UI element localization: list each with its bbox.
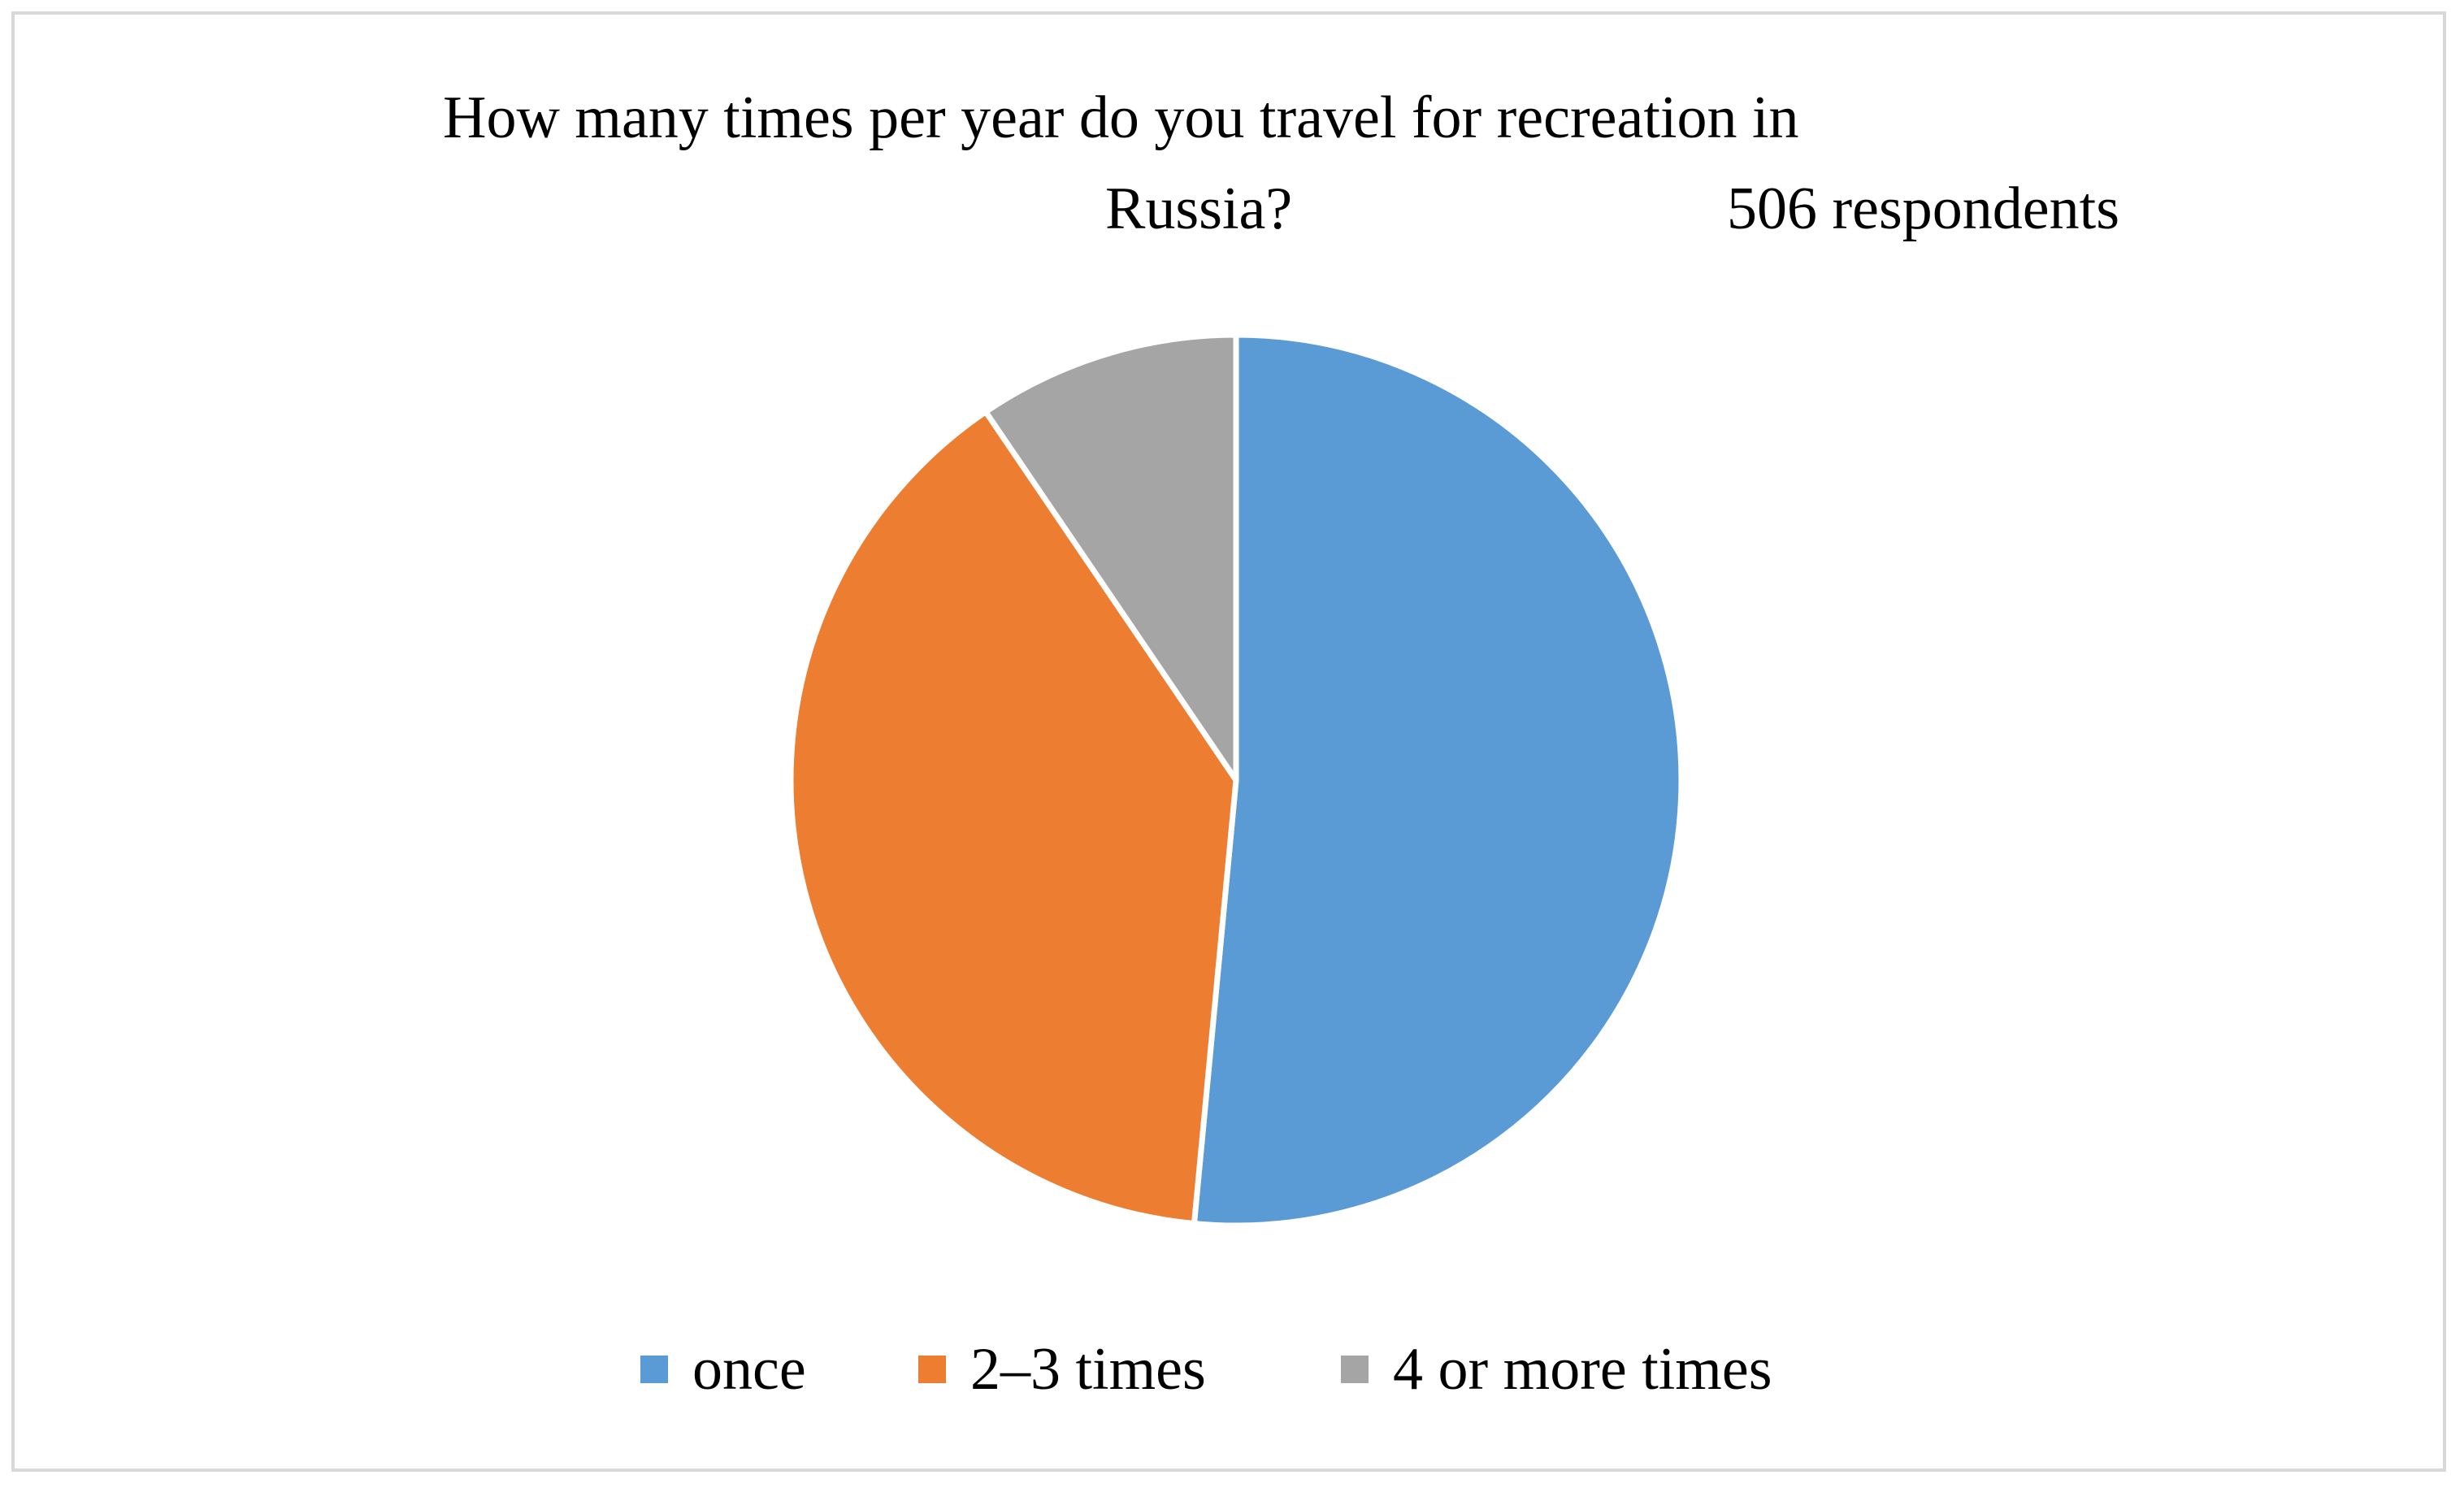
legend-label-2-3-times: 2–3 times — [970, 1335, 1206, 1403]
legend-swatch-once — [640, 1356, 668, 1383]
legend-label-once: once — [692, 1335, 806, 1403]
pie-slice-once — [1191, 332, 1685, 1229]
legend-label-4-or-more-times: 4 or more times — [1393, 1335, 1772, 1403]
legend-swatch-4-or-more-times — [1341, 1356, 1369, 1383]
chart-legend: once 2–3 times 4 or more times — [0, 1333, 2464, 1406]
chart-title-line-1: How many times per year do you travel fo… — [443, 85, 1799, 151]
legend-item-2-3-times: 2–3 times — [918, 1333, 1206, 1406]
legend-item-once: once — [640, 1333, 806, 1406]
legend-swatch-2-3-times — [918, 1356, 946, 1383]
pie-slice-2-3-times — [787, 409, 1239, 1227]
pie-slice-4-or-more-times — [983, 332, 1239, 783]
legend-item-4-or-more-times: 4 or more times — [1341, 1333, 1772, 1406]
chart-title-line-2: Russia? — [1105, 176, 1293, 242]
chart-subtitle: 506 respondents — [1727, 176, 2119, 242]
